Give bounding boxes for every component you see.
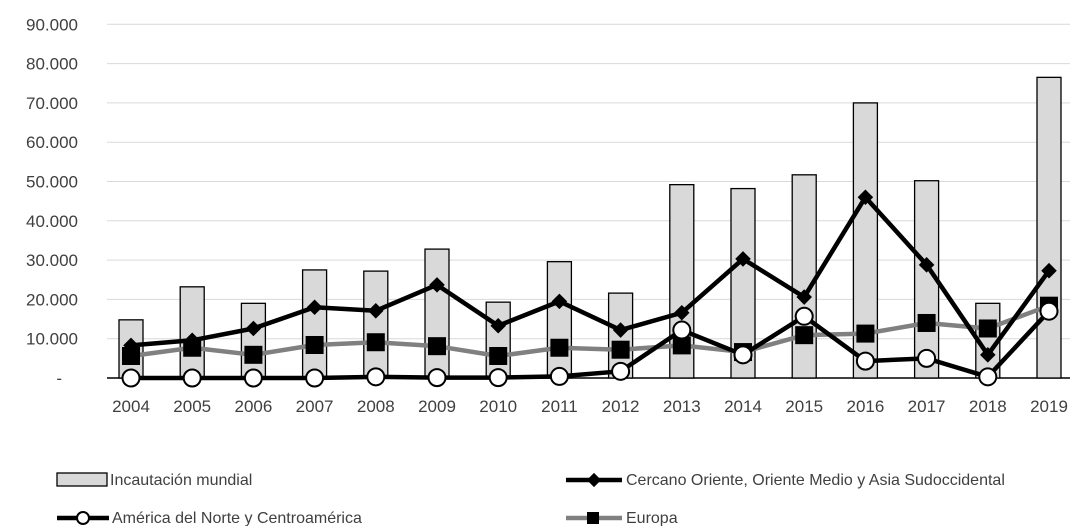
marker-europa-2015 [795, 326, 814, 345]
marker-europa-2018 [978, 319, 997, 338]
marker-america-del-norte-y-centroamerica-2017 [917, 348, 937, 368]
marker-america-del-norte-y-centroamerica-2012 [611, 361, 631, 381]
x-tick-label-2005: 2005 [173, 397, 211, 416]
legend-label-cercano-oriente: Cercano Oriente, Oriente Medio y Asia Su… [626, 472, 1005, 489]
line-europa [130, 303, 1050, 359]
x-tick-label-2004: 2004 [112, 397, 150, 416]
gridlines [107, 23, 1070, 379]
marker-america-del-norte-y-centroamerica-2004 [121, 368, 141, 388]
legend: Incautación mundial Cercano Oriente, Ori… [56, 472, 1005, 526]
bar-series-incautacion-mundial [118, 76, 1062, 379]
legend-item-america-norte: América del Norte y Centroamérica [57, 510, 362, 526]
x-tick-label-2019: 2019 [1030, 397, 1068, 416]
x-tick-label-2013: 2013 [663, 397, 701, 416]
line-cercano-oriente-oriente-medio-y-asia-sudoccidental [130, 194, 1051, 358]
legend-label-america-norte: América del Norte y Centroamérica [112, 510, 362, 526]
marker-europa-2008 [366, 333, 385, 352]
y-tick-label: 70.000 [26, 94, 78, 113]
legend-item-europa: Europa [566, 510, 678, 526]
y-tick-label: 80.000 [26, 55, 78, 74]
x-tick-label-2010: 2010 [479, 397, 517, 416]
marker-europa-2010 [489, 346, 508, 365]
x-tick-label-2015: 2015 [785, 397, 823, 416]
y-tick-label: - [56, 369, 62, 388]
marker-cercano-oriente-oriente-medio-y-asia-sudoccidental-2019 [1041, 262, 1057, 279]
marker-europa-2016 [856, 324, 875, 343]
bar-2006 [240, 302, 267, 379]
y-tick-label: 10.000 [26, 330, 78, 349]
x-tick-label-2011: 2011 [541, 397, 578, 416]
marker-america-del-norte-y-centroamerica-2007 [305, 368, 325, 388]
x-tick-label-2018: 2018 [969, 397, 1007, 416]
bar-2008 [363, 270, 389, 379]
legend-circle-marker [76, 511, 90, 525]
bar-2019 [1036, 76, 1062, 379]
x-axis-ticks: 2004 2005 2006 2007 2008 2009 2010 2011 2012 2013… [112, 397, 1068, 416]
marker-america-del-norte-y-centroamerica-2011 [549, 366, 569, 386]
x-tick-label-2012: 2012 [602, 397, 640, 416]
marker-europa-2013 [672, 336, 691, 355]
y-tick-label: 20.000 [26, 290, 78, 309]
legend-item-incautacion-mundial: Incautación mundial [56, 472, 252, 489]
marker-europa-2004 [122, 346, 140, 365]
line-series [130, 194, 1051, 381]
legend-label-incautacion-mundial: Incautación mundial [110, 472, 252, 489]
x-tick-label-2007: 2007 [296, 397, 334, 416]
x-tick-label-2008: 2008 [357, 397, 395, 416]
y-tick-label: 50.000 [26, 173, 78, 192]
marker-cercano-oriente-oriente-medio-y-asia-sudoccidental-2016 [857, 189, 874, 205]
marker-america-del-norte-y-centroamerica-2006 [243, 368, 263, 388]
bar-2009 [424, 248, 450, 379]
marker-america-del-norte-y-centroamerica-2010 [488, 368, 508, 388]
y-tick-label: 30.000 [26, 251, 78, 270]
x-tick-label-2017: 2017 [908, 397, 946, 416]
y-tick-label: 90.000 [26, 15, 78, 34]
line-america-del-norte-y-centroamerica [131, 309, 1051, 381]
marker-europa-2007 [305, 335, 324, 354]
marker-europa-2012 [611, 340, 630, 359]
marker-america-del-norte-y-centroamerica-2008 [366, 367, 386, 387]
marker-america-del-norte-y-centroamerica-2018 [978, 367, 998, 387]
marker-america-del-norte-y-centroamerica-2013 [672, 320, 692, 340]
x-tick-label-2016: 2016 [846, 397, 884, 416]
marker-europa-2006 [244, 345, 263, 364]
legend-item-cercano-oriente: Cercano Oriente, Oriente Medio y Asia Su… [566, 472, 1005, 489]
x-tick-label-2009: 2009 [418, 397, 456, 416]
bar-2015 [791, 174, 817, 379]
legend-label-europa: Europa [626, 510, 678, 526]
marker-america-del-norte-y-centroamerica-2015 [794, 306, 814, 326]
y-tick-label: 40.000 [26, 212, 78, 231]
marker-america-del-norte-y-centroamerica-2014 [733, 345, 753, 365]
bar-2011 [546, 261, 573, 379]
legend-diamond-marker [586, 472, 602, 488]
x-tick-label-2006: 2006 [234, 397, 272, 416]
marker-america-del-norte-y-centroamerica-2016 [855, 351, 875, 371]
marker-america-del-norte-y-centroamerica-2005 [182, 368, 202, 388]
bar-2017 [913, 180, 940, 379]
marker-europa-2011 [550, 338, 569, 357]
y-axis-ticks: - 10.000 20.000 30.000 40.000 50.000 60.000 70.… [26, 15, 78, 388]
x-tick-label-2014: 2014 [724, 397, 762, 416]
bar-2005 [179, 286, 205, 379]
bar-2010 [485, 301, 511, 379]
marker-america-del-norte-y-centroamerica-2009 [427, 368, 447, 388]
y-tick-label: 60.000 [26, 133, 78, 152]
marker-cercano-oriente-oriente-medio-y-asia-sudoccidental-2005 [184, 332, 200, 349]
marker-europa-2017 [917, 313, 936, 332]
marker-europa-2009 [428, 337, 446, 356]
marker-america-del-norte-y-centroamerica-2019 [1039, 301, 1059, 321]
legend-square-marker [587, 512, 599, 524]
bar-2007 [301, 269, 328, 379]
legend-swatch-bar [56, 472, 108, 487]
